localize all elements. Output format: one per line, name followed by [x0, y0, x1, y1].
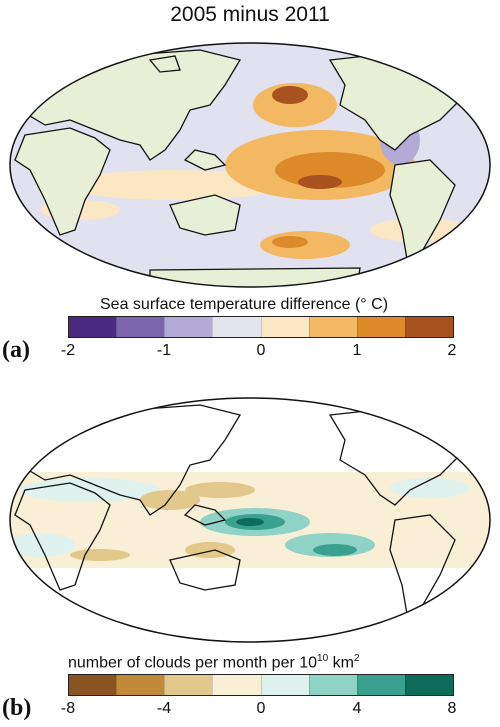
colorbar-b-tick: 4 — [352, 700, 362, 717]
colorbar-b-tick: -4 — [156, 700, 172, 717]
panel-b-label: (b) — [2, 695, 32, 721]
colorbar-a-title: Sea surface temperature difference (° C) — [100, 296, 389, 313]
colorbar-b-bin — [116, 675, 165, 695]
map-outline-b — [9, 397, 491, 643]
figure-title: 2005 minus 2011 — [170, 3, 330, 26]
colorbar-b-bin — [212, 675, 261, 695]
colorbar-b-bin — [260, 675, 309, 695]
pacific-peak — [298, 175, 342, 189]
caribbean-cloud-plus — [390, 478, 470, 498]
colorbar-a-tick: -1 — [156, 342, 172, 359]
colorbar-a-tick: -2 — [60, 342, 76, 359]
colorbar-a-bin — [69, 317, 117, 337]
colorbar-b-tick: -8 — [60, 700, 76, 717]
spcz-strong — [313, 544, 357, 556]
colorbar-a-bin — [356, 317, 405, 337]
atlantic-cloud-plus — [20, 478, 160, 502]
south-indian-minus — [70, 549, 130, 561]
colorbar-a-bin — [212, 317, 261, 337]
panel-a-label: (a) — [2, 337, 30, 363]
colorbar-b-tick: 0 — [256, 700, 266, 717]
colorbar-a-bin — [116, 317, 165, 337]
north-pacific-peak — [272, 86, 308, 104]
maritime-minus — [140, 490, 200, 510]
colorbar-b-bin — [164, 675, 213, 695]
colorbar-b-bin — [404, 675, 453, 695]
colorbar-a-bin — [260, 317, 309, 337]
colorbar-b-bin — [308, 675, 357, 695]
colorbar-a — [68, 316, 454, 338]
warm-pool-peak — [236, 518, 264, 526]
clouds-map — [10, 398, 490, 642]
colorbar-a-bin — [308, 317, 357, 337]
south-pacific-strong — [272, 236, 308, 248]
indian-ocean-warm — [65, 170, 285, 200]
colorbar-b-title: number of clouds per month per 1010 km2 — [68, 653, 360, 672]
sst-map — [10, 43, 490, 287]
colorbar-a-tick: 0 — [256, 342, 266, 359]
colorbar-b-bin — [69, 675, 117, 695]
colorbar-a-bin — [164, 317, 213, 337]
colorbar-a-bin — [404, 317, 453, 337]
colorbar-b — [68, 674, 454, 696]
colorbar-b-bin — [356, 675, 405, 695]
colorbar-b-tick: 8 — [447, 700, 457, 717]
map-outline-a — [9, 42, 491, 288]
colorbar-a-tick: 1 — [352, 342, 362, 359]
pacific-north-minus — [185, 482, 255, 498]
colorbar-a-tick: 2 — [447, 342, 457, 359]
